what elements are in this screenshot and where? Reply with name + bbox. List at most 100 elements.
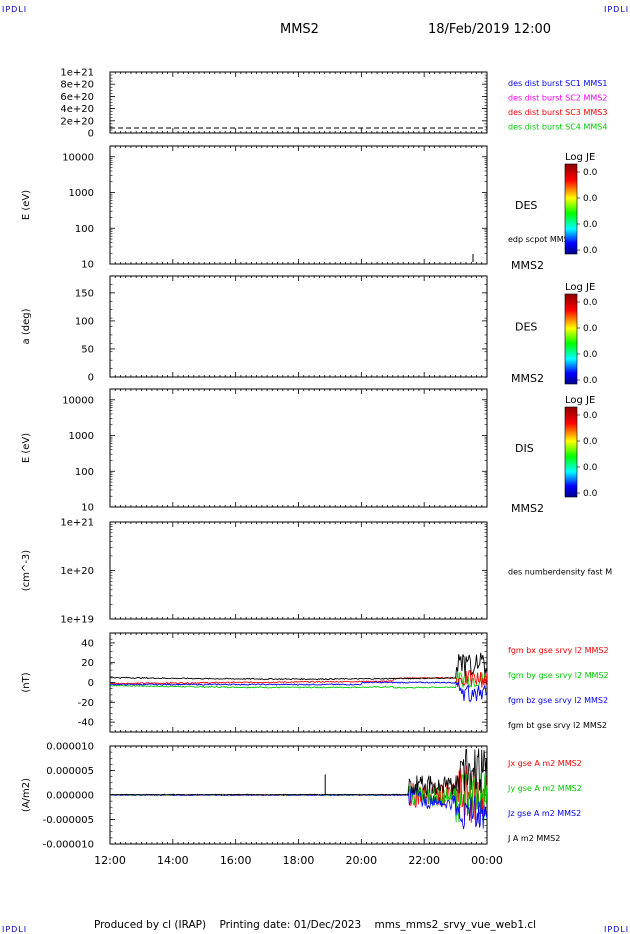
colorbar-tick-label: 0.0	[583, 168, 598, 178]
legend-entry: J A m2 MMS2	[507, 834, 560, 843]
y-tick-label: 1e+20	[60, 566, 94, 577]
y-tick-label: 0.000005	[46, 766, 94, 777]
y-tick-label: 1e+21	[60, 68, 94, 79]
y-tick-label: 50	[81, 344, 94, 355]
legend-entry: des dist burst SC3 MMS3	[508, 108, 607, 117]
corner-label-top-right: IPDLI	[604, 5, 630, 14]
y-tick-label: 8e+20	[60, 80, 94, 91]
colorbar-tick-label: 0.0	[583, 350, 598, 360]
colorbar-title: Log JE	[565, 282, 595, 293]
y-tick-label: 1000	[69, 188, 94, 199]
y-tick-label: 10000	[62, 395, 94, 406]
footer-filename: mms_mms2_srvy_vue_web1.cl	[374, 919, 537, 931]
y-tick-label: 0	[88, 678, 94, 689]
y-tick-label: 0	[88, 373, 94, 384]
y-axis-label: (A/m2)	[21, 778, 32, 812]
y-tick-label: 10	[81, 503, 94, 514]
colorbar-title: Log JE	[565, 152, 595, 163]
legend-entry: Jz gse A m2 MMS2	[507, 809, 581, 818]
x-tick-label: 22:00	[408, 854, 440, 867]
legend-entry: Jx gse A m2 MMS2	[507, 759, 582, 768]
colorbar-tick-label: 0.0	[583, 489, 598, 499]
panel-frame	[109, 521, 488, 620]
y-tick-label: 4e+20	[60, 104, 94, 115]
colorbar-tick-label: 0.0	[583, 324, 598, 334]
colorbar-tick-label: 0.0	[583, 298, 598, 308]
y-tick-label: 20	[81, 658, 94, 669]
spacecraft-title: MMS2	[280, 22, 319, 37]
legend-entry: des dist burst SC1 MMS1	[508, 79, 607, 88]
fgm-trace-y	[109, 671, 488, 690]
x-tick-label: 20:00	[345, 854, 377, 867]
panel-frame	[109, 71, 488, 134]
y-axis-label: a (deg)	[21, 308, 32, 344]
x-tick-label: 16:00	[220, 854, 252, 867]
y-tick-label: 0	[88, 129, 94, 140]
y-tick-label: 6e+20	[60, 92, 94, 103]
panel-frame	[109, 275, 488, 378]
y-tick-label: -0.000010	[43, 840, 94, 851]
colorbar-tick-label: 0.0	[583, 376, 598, 386]
x-tick-label: 00:00	[471, 854, 503, 867]
y-tick-label: 2e+20	[60, 116, 94, 127]
footer-printing-date: Printing date: 01/Dec/2023	[219, 919, 362, 931]
instrument-label: DES	[515, 199, 537, 212]
x-tick-label: 12:00	[94, 854, 126, 867]
y-tick-label: 1e+21	[60, 518, 94, 529]
spacecraft-label: MMS2	[511, 502, 544, 515]
x-tick-label: 14:00	[157, 854, 189, 867]
colorbar-tick-label: 0.0	[583, 246, 598, 256]
y-tick-label: 100	[75, 224, 94, 235]
panel-frame	[109, 145, 488, 265]
footer-produced-by: Produced by cl (IRAP)	[93, 919, 207, 931]
legend-entry: fgm by gse srvy l2 MMS2	[508, 671, 609, 680]
fgm-trace-t	[109, 652, 488, 681]
y-tick-label: 0.000010	[46, 742, 94, 753]
spacecraft-label: MMS2	[511, 259, 544, 272]
legend-entry: fgm bt gse srvy l2 MMS2	[508, 721, 607, 730]
corner-label-top-left: IPDLI	[2, 5, 28, 14]
y-axis-label: (cm^-3)	[21, 550, 32, 591]
y-tick-label: 1000	[69, 431, 94, 442]
corner-label-bottom-left: IPDLI	[2, 925, 28, 934]
spacecraft-label: MMS2	[511, 372, 544, 385]
x-tick-label: 18:00	[283, 854, 315, 867]
fgm-trace-z	[109, 681, 488, 703]
colorbar-tick-label: 0.0	[583, 437, 598, 447]
y-tick-label: 40	[81, 638, 94, 649]
y-tick-label: -40	[78, 718, 94, 729]
legend-entry: des numberdensity fast M	[508, 568, 612, 577]
fgm-trace-x	[109, 670, 488, 688]
annotation-label: edp scpot MMS2	[508, 235, 574, 244]
y-tick-label: 1e+19	[60, 615, 94, 626]
instrument-label: DES	[515, 321, 537, 334]
y-tick-label: 150	[75, 288, 94, 299]
y-tick-label: -20	[78, 698, 94, 709]
current-trace-t	[109, 748, 488, 796]
colorbar	[564, 293, 578, 385]
panel-frame	[109, 388, 488, 508]
corner-label-bottom-right: IPDLI	[604, 925, 630, 934]
legend-entry: fgm bx gse srvy l2 MMS2	[508, 646, 609, 655]
current-trace-z	[109, 784, 488, 830]
y-tick-label: 0.000000	[46, 791, 94, 802]
legend-entry: Jy gse A m2 MMS2	[507, 784, 582, 793]
colorbar	[564, 406, 578, 498]
colorbar-title: Log JE	[565, 395, 595, 406]
footer: Produced by cl (IRAP) Printing date: 01/…	[0, 919, 630, 931]
y-tick-label: 100	[75, 467, 94, 478]
y-tick-label: 100	[75, 316, 94, 327]
legend-entry: des dist burst SC2 MMS2	[508, 94, 607, 103]
colorbar-tick-label: 0.0	[583, 220, 598, 230]
colorbar-tick-label: 0.0	[583, 463, 598, 473]
y-tick-label: 10	[81, 260, 94, 271]
y-axis-label: E (eV)	[21, 190, 32, 220]
y-axis-label: E (eV)	[21, 433, 32, 463]
y-tick-label: -0.000005	[43, 815, 94, 826]
colorbar-tick-label: 0.0	[583, 411, 598, 421]
datetime-title: 18/Feb/2019 12:00	[428, 22, 551, 37]
legend-entry: fgm bz gse srvy l2 MMS2	[508, 696, 608, 705]
instrument-label: DIS	[515, 442, 534, 455]
colorbar	[564, 163, 578, 255]
